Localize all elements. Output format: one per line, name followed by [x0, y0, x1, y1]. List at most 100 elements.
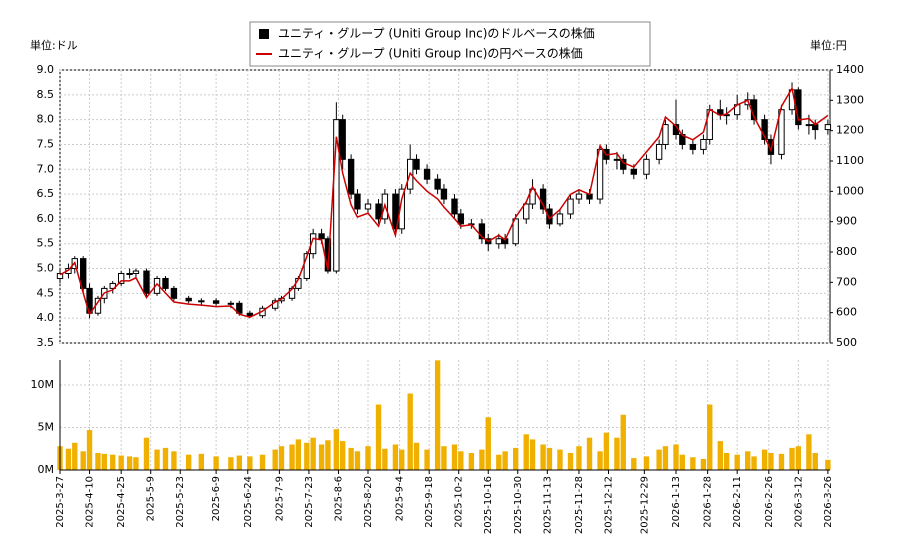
candle-body [162, 277, 169, 289]
volume-bar [631, 458, 637, 470]
volume-bar [512, 447, 519, 470]
candle-body [567, 198, 574, 215]
candle-body [761, 119, 768, 140]
y2-tick-label: 600 [836, 306, 857, 319]
x-tick-label: 2025-8-20 [363, 476, 374, 528]
candle-body [212, 300, 220, 304]
candle-body [512, 218, 519, 245]
candle-body [478, 223, 486, 240]
candle-body [333, 119, 340, 272]
volume-bar [825, 459, 831, 470]
legend-box [249, 21, 651, 67]
candle-body [303, 253, 311, 279]
volume-bar [502, 451, 508, 470]
legend: ユニティ・グループ (Uniti Group Inc)のドルベースの株価ユニティ… [249, 21, 651, 67]
volume-bar [643, 456, 650, 470]
volume-bar [236, 455, 243, 470]
volume-bar [185, 454, 192, 470]
volume-bar [662, 446, 669, 470]
candle-body [246, 312, 254, 317]
candle-body [523, 203, 530, 220]
y-tick-label: 3.5 [37, 336, 55, 349]
volume-bar [365, 446, 371, 470]
volume-bar [399, 449, 405, 470]
candle-body [655, 143, 663, 160]
candle-body [434, 178, 441, 190]
candle-body [392, 193, 399, 230]
volume-bar [101, 453, 107, 470]
candle-body [824, 124, 832, 131]
volume-bar [198, 453, 205, 470]
volume-bar [86, 430, 93, 470]
x-tick-label: 2025-10-30 [513, 476, 524, 534]
volume-bar [171, 451, 177, 470]
candle-body [126, 273, 133, 276]
volume-bar [295, 439, 302, 470]
volume-bar [413, 442, 420, 470]
volume-tick-label: 0M [38, 463, 55, 476]
y2-tick-label: 800 [836, 245, 857, 258]
volume-bar [154, 449, 160, 470]
candle-body [185, 297, 192, 302]
volume-bar [723, 452, 730, 470]
candle-body [413, 158, 420, 170]
price-line [59, 86, 829, 319]
y-tick-label: 8.0 [37, 113, 55, 126]
candle-body [767, 138, 775, 155]
volume-bar [496, 454, 502, 470]
volume-bar [213, 456, 219, 470]
volume-bar [778, 453, 785, 470]
volume-bar [679, 454, 686, 470]
volume-tick-label: 10M [31, 378, 55, 391]
candle-body [318, 233, 325, 240]
volume-bar [806, 434, 812, 470]
y-tick-label: 4.5 [37, 286, 55, 299]
candle-body [778, 109, 785, 155]
volume-bar [304, 442, 310, 470]
candle-body [80, 258, 87, 289]
candle-body [596, 148, 604, 200]
volume-bar [72, 442, 78, 470]
candle-body [613, 158, 621, 161]
volume-bar [614, 437, 620, 470]
volume-bar [751, 456, 757, 470]
volume-bar [259, 454, 266, 470]
y2-tick-label: 1400 [836, 63, 864, 76]
candle-body [375, 203, 382, 220]
volume-bar [586, 437, 593, 470]
y-tick-label: 4.0 [37, 311, 55, 324]
volume-bar [325, 440, 331, 470]
y2-tick-label: 900 [836, 215, 857, 228]
volume-bar [228, 457, 234, 470]
candle-body [56, 273, 64, 279]
volume-bar [734, 454, 740, 470]
y-tick-label: 5.5 [37, 237, 55, 250]
y2-axis-label: 単位:円 [810, 38, 847, 52]
candle-body [132, 270, 140, 275]
candle-body [529, 188, 536, 205]
x-tick-label: 2026-1-13 [671, 476, 682, 528]
volume-bar [333, 429, 340, 470]
volume-bar [485, 417, 491, 470]
x-tick-label: 2025-5-9 [146, 476, 157, 521]
x-tick-label: 2025-8-6 [333, 476, 344, 521]
x-tick-label: 2026-3-26 [823, 476, 834, 528]
legend-marker [259, 29, 269, 39]
candle-body [451, 198, 458, 215]
candle-body [662, 124, 669, 145]
x-tick-label: 2025-9-4 [395, 476, 406, 521]
x-tick-label: 2025-7-23 [304, 476, 315, 528]
x-tick-label: 2025-4-25 [116, 476, 127, 528]
candle-body [575, 193, 583, 200]
candle-body [339, 119, 346, 160]
volume-bar [407, 393, 413, 470]
candle-body [423, 168, 431, 180]
volume-bar [382, 448, 388, 470]
x-tick-label: 2025-6-24 [243, 476, 254, 528]
volume-bar [80, 451, 86, 470]
volume-bar [597, 451, 603, 470]
volume-tick-label: 5M [38, 420, 55, 433]
volume-bar [529, 439, 536, 470]
candle-body [805, 124, 813, 127]
candle-body [495, 238, 502, 245]
